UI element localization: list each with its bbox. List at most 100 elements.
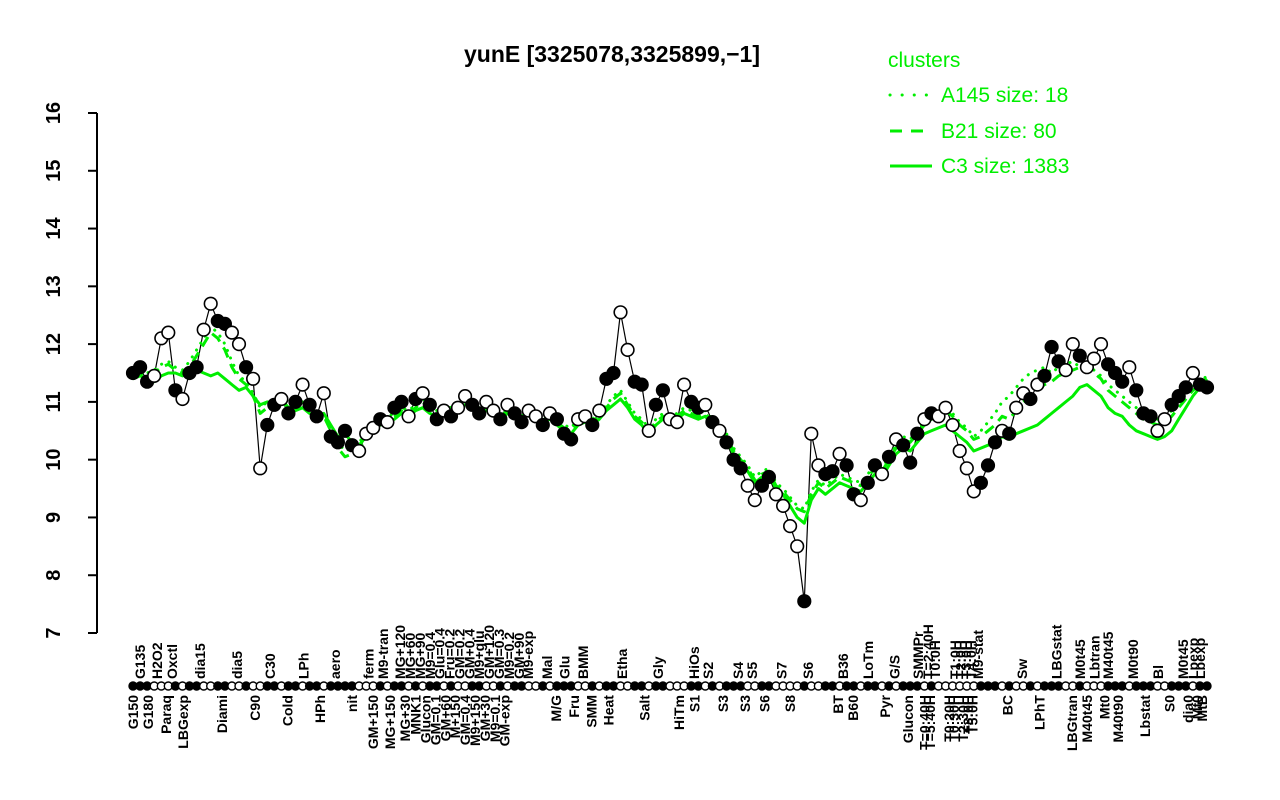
x-label-top: GM=0.2 <box>451 629 467 679</box>
condition-dot-filled <box>1202 681 1212 691</box>
gene-profile-markers <box>125 296 1215 609</box>
x-label-bottom: Mt0 <box>1097 695 1113 719</box>
x-label-top: Glu <box>557 656 573 679</box>
data-point-filled <box>563 432 579 447</box>
data-point-filled <box>1044 339 1059 355</box>
chart-title: yunE [3325078,3325899,−1] <box>464 41 760 67</box>
y-axis-tick-label: 9 <box>43 512 65 523</box>
data-point-open <box>740 478 755 493</box>
data-point-filled <box>585 417 600 433</box>
x-label-bottom: S8 <box>782 695 798 712</box>
x-label-bottom: BT <box>830 695 846 714</box>
legend-label-a145: A145 size: 18 <box>941 84 1068 107</box>
x-label-top: LoTm <box>860 641 876 679</box>
x-label-bottom: G180 <box>140 695 156 729</box>
data-point-open <box>1058 363 1073 378</box>
x-label-bottom: GM=0.1 <box>427 695 443 745</box>
x-label-bottom: Glucon <box>900 695 916 743</box>
legend-label-c3: C3 size: 1383 <box>941 155 1069 178</box>
x-label-bottom: HPh <box>312 695 328 723</box>
data-point-filled <box>288 394 303 410</box>
data-point-open <box>316 386 331 401</box>
x-label-bottom: T0:20H <box>941 695 957 742</box>
x-label-top: T3:0H <box>958 640 974 679</box>
data-point-filled <box>881 449 897 464</box>
x-label-bottom: M/G <box>548 695 564 722</box>
data-point-filled <box>309 409 324 424</box>
x-label-bottom: T5:0H <box>964 695 980 734</box>
data-point-open <box>938 400 953 415</box>
data-point-open <box>804 426 819 441</box>
x-label-top: Sw <box>1014 659 1030 679</box>
y-axis: 7 8 9 10 11 12 13 14 15 16 <box>43 102 98 639</box>
data-point-open <box>952 443 967 459</box>
x-label-bottom: T=5:40H <box>922 695 938 750</box>
x-label-top: Fru=0.2 <box>442 629 458 679</box>
x-label-top: M40t45 <box>1100 631 1116 679</box>
x-label-bottom: S6 <box>757 695 773 712</box>
x-label-top: C30 <box>262 653 278 679</box>
y-axis-tick-label: 13 <box>43 275 65 297</box>
x-label-bottom: GM+30 <box>477 695 493 742</box>
data-point-filled <box>903 455 918 470</box>
data-point-filled <box>330 435 346 450</box>
data-point-open <box>253 461 268 476</box>
data-point-open <box>147 368 162 384</box>
x-label-top: GM+0.4 <box>461 629 477 679</box>
x-label-top: H2O2 <box>149 642 165 679</box>
data-point-filled <box>634 377 649 392</box>
data-point-open <box>352 443 367 459</box>
data-point-filled <box>1002 426 1017 441</box>
x-label-top: T=2:40H <box>920 624 936 679</box>
x-label-bottom: T0:30H <box>946 695 962 742</box>
x-label-bottom: Cold <box>280 695 296 726</box>
x-label-bottom: M40t90 <box>1110 695 1126 743</box>
data-point-open <box>1093 337 1109 352</box>
condition-dot-row <box>128 681 1212 691</box>
data-point-filled <box>514 415 529 430</box>
x-label-top: MG+60 <box>402 632 418 679</box>
data-point-filled <box>606 365 621 381</box>
data-point-filled <box>189 360 204 375</box>
y-axis-tick-label: 8 <box>43 570 65 581</box>
data-point-open <box>1157 412 1172 427</box>
data-point-open <box>1009 400 1024 415</box>
data-point-open <box>380 415 395 430</box>
x-label-bottom: MNK1 <box>408 695 424 735</box>
x-label-bottom: GM=0.4 <box>457 695 473 745</box>
x-label-top: M0t45 <box>1072 639 1088 679</box>
x-label-top: Mal <box>539 656 555 679</box>
data-point-open <box>620 342 635 358</box>
legend-label-b21: B21 size: 80 <box>941 120 1057 143</box>
x-label-top: LBGstat <box>1048 624 1064 679</box>
x-label-top: S6 <box>800 662 816 679</box>
data-point-filled <box>839 458 854 473</box>
x-label-bottom: G150 <box>125 695 141 729</box>
data-point-open <box>641 423 656 438</box>
x-label-top: Lpexp <box>1185 638 1201 679</box>
data-point-filled <box>493 412 508 427</box>
legend-title: clusters <box>888 49 960 72</box>
x-label-top: M9+glu <box>471 630 487 679</box>
data-point-filled <box>987 435 1003 450</box>
data-point-open <box>959 461 974 476</box>
data-point-open <box>1185 365 1200 381</box>
x-label-top: GM+90 <box>511 632 527 679</box>
x-label-top: ferm <box>360 649 376 679</box>
x-label-bottom: GM+60 <box>437 695 453 742</box>
y-axis-tick-label: 12 <box>43 333 65 355</box>
data-point-filled <box>535 417 550 433</box>
data-point-filled <box>860 475 875 490</box>
data-point-open <box>175 391 190 407</box>
data-point-filled <box>973 475 989 490</box>
data-point-open <box>832 446 847 462</box>
data-point-filled <box>337 423 353 438</box>
data-point-open <box>1150 423 1165 438</box>
x-label-top: Glu=0.4 <box>432 628 448 679</box>
legend: clusters A145 size: 18 B21 size: 80 C3 s… <box>888 49 1069 178</box>
data-point-filled <box>797 594 812 609</box>
x-label-bottom: Pyr <box>877 694 893 717</box>
x-label-top: LPh <box>295 653 311 679</box>
